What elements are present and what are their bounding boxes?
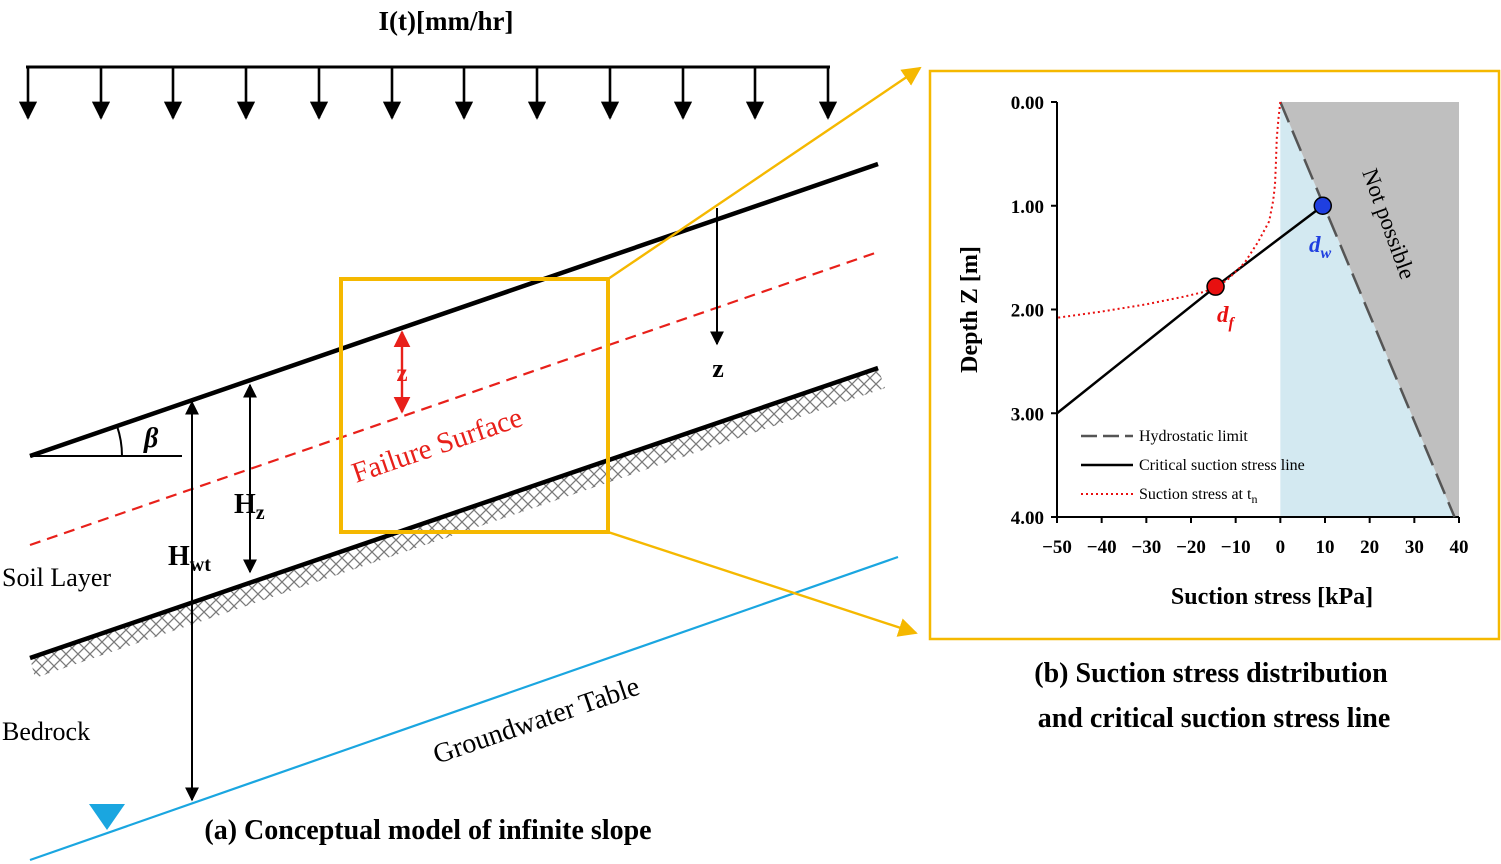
caption-a: (a) Conceptual model of infinite slope xyxy=(204,815,651,846)
x-tick-label: −20 xyxy=(1176,537,1206,558)
zoom-connector-top xyxy=(607,66,922,280)
bedrock-surface xyxy=(29,365,879,661)
caption-b-line1: (b) Suction stress distribution xyxy=(1034,658,1388,689)
marker-df xyxy=(1206,277,1225,296)
failure-surface-line xyxy=(29,250,879,547)
x-tick-label: 40 xyxy=(1450,537,1469,558)
z-failure-label: z xyxy=(396,360,407,387)
x-tick-label: −40 xyxy=(1087,537,1117,558)
x-tick-label: −10 xyxy=(1221,537,1251,558)
suction-chart: 0.00 1.00 2.00 3.00 4.00 −50 −40 −30 −20 −10 0 10 20… xyxy=(957,93,1469,610)
y-axis-label: Depth Z [m] xyxy=(957,246,983,373)
y-tick-label: 4.00 xyxy=(1011,508,1044,529)
beta-symbol: β xyxy=(143,423,159,454)
caption-b-line2: and critical suction stress line xyxy=(1038,703,1391,734)
x-axis-label: Suction stress [kPa] xyxy=(1171,584,1373,610)
water-table-icon xyxy=(89,804,125,830)
x-tick-label: 10 xyxy=(1316,537,1335,558)
soil-layer-label: Soil Layer xyxy=(2,563,111,592)
hz-label: Hz xyxy=(234,489,265,524)
dw-label: dw xyxy=(1309,232,1332,262)
legend-entry-2: Suction stress at tn xyxy=(1139,486,1257,506)
df-label: df xyxy=(1217,302,1236,332)
panel-b: 0.00 1.00 2.00 3.00 4.00 −50 −40 −30 −20 −10 0 10 20… xyxy=(928,69,1501,734)
bedrock-hatch xyxy=(30,368,885,678)
panel-a: I(t)[mm/hr] β xyxy=(2,6,899,862)
x-tick-label: −50 xyxy=(1042,537,1072,558)
x-tick-label: 30 xyxy=(1405,537,1424,558)
ground-surface xyxy=(29,161,879,459)
x-tick-label: 0 xyxy=(1276,537,1286,558)
hwt-label: Hwt xyxy=(168,541,211,576)
z-label: z xyxy=(712,354,724,383)
y-tick-label: 1.00 xyxy=(1011,197,1044,218)
failure-surface-label: Failure Surface xyxy=(348,401,527,489)
legend-entry-1: Critical suction stress line xyxy=(1139,457,1305,474)
zoom-box xyxy=(339,277,610,534)
y-tick-label: 2.00 xyxy=(1011,301,1044,322)
rain-label: I(t)[mm/hr] xyxy=(379,6,514,36)
y-tick-label: 0.00 xyxy=(1011,93,1044,114)
marker-dw xyxy=(1313,196,1333,215)
x-tick-label: 20 xyxy=(1360,537,1379,558)
bedrock-label: Bedrock xyxy=(2,717,90,746)
y-tick-label: 3.00 xyxy=(1011,404,1044,425)
groundwater-label: Groundwater Table xyxy=(429,671,643,771)
panel-b-frame xyxy=(928,69,1501,641)
rain-arrows xyxy=(18,67,838,120)
series-line-0 xyxy=(1279,101,1456,518)
groundwater-line xyxy=(29,555,899,862)
beta-arc xyxy=(116,425,124,457)
series-line-2 xyxy=(1056,101,1282,319)
legend-entry-0: Hydrostatic limit xyxy=(1139,428,1248,445)
x-tick-label: −30 xyxy=(1131,537,1161,558)
zoom-connector-bottom xyxy=(607,530,918,637)
